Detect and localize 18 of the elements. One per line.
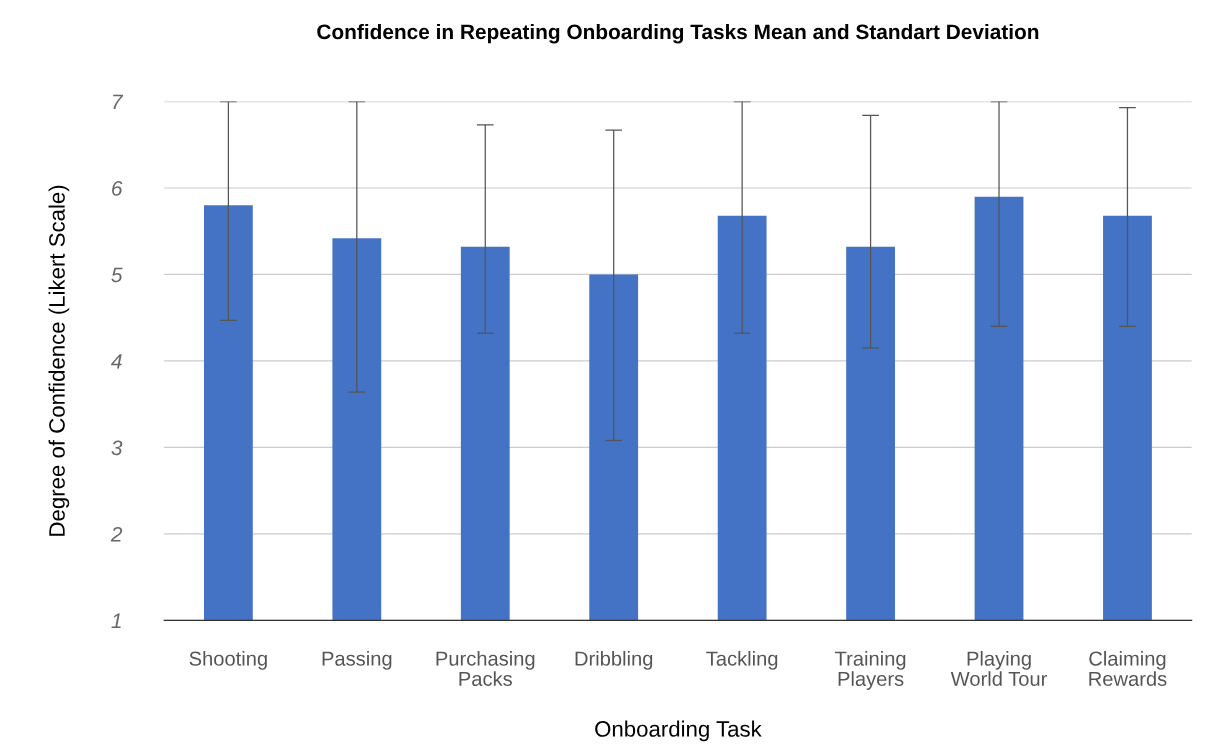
x-tick-label: Tackling <box>706 650 778 670</box>
y-tick-label: 5 <box>111 267 123 283</box>
x-axis-title: Onboarding Task <box>595 720 762 742</box>
x-tick-label: Shooting <box>189 650 267 670</box>
chart-title: Confidence in Repeating Onboarding Tasks Mean and Standart Deviation <box>317 23 1039 44</box>
x-tick-label: Purchasing Packs <box>436 650 535 686</box>
x-tick-label: Training Players <box>835 650 906 690</box>
y-tick-label: 2 <box>110 526 123 542</box>
x-tick-label: Claiming Rewards <box>1089 650 1167 686</box>
y-tick-label: 7 <box>113 94 124 110</box>
y-tick-label: 6 <box>112 181 123 196</box>
x-tick-label: Playing World Tour <box>950 650 1048 686</box>
x-tick-label: Dribbling <box>575 650 653 670</box>
y-axis-title: Degree of Confidence (Likert Scale) <box>48 185 70 536</box>
y-tick-label: 3 <box>111 440 123 456</box>
y-tick-label: 4 <box>111 354 122 369</box>
y-tick-label: 1 <box>111 613 121 628</box>
x-tick-label: Passing <box>322 650 392 670</box>
